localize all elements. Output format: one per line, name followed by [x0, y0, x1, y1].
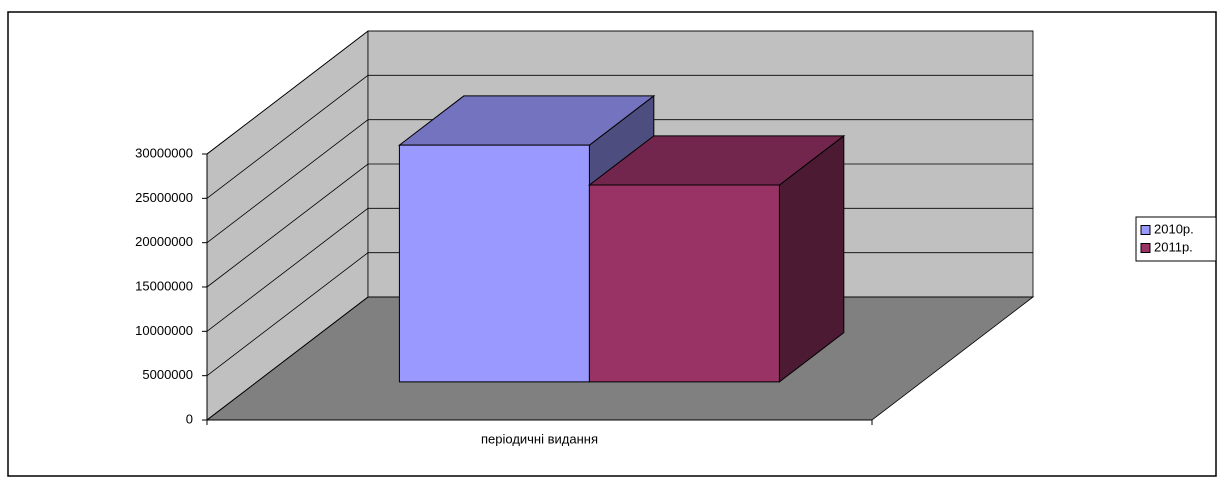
y-tick-label: 25000000 — [135, 190, 193, 205]
y-tick-label: 5000000 — [142, 367, 193, 382]
bar — [398, 144, 590, 383]
bar — [588, 184, 780, 383]
y-tick-label: 20000000 — [135, 234, 193, 249]
y-tick-label: 10000000 — [135, 323, 193, 338]
x-tick-label: періодичні видання — [481, 431, 598, 446]
legend-label: 2010р. — [1154, 221, 1194, 236]
y-tick-label: 30000000 — [135, 145, 193, 160]
legend-label: 2011р. — [1154, 239, 1193, 254]
grid-line — [206, 74, 1033, 199]
grid-line — [206, 30, 1033, 155]
legend-swatch — [1140, 243, 1151, 253]
y-tick-label: 15000000 — [135, 278, 193, 293]
grid-line — [206, 119, 1033, 243]
legend-box — [1135, 216, 1217, 262]
legend-swatch — [1140, 225, 1151, 235]
y-tick-label: 0 — [186, 411, 193, 426]
